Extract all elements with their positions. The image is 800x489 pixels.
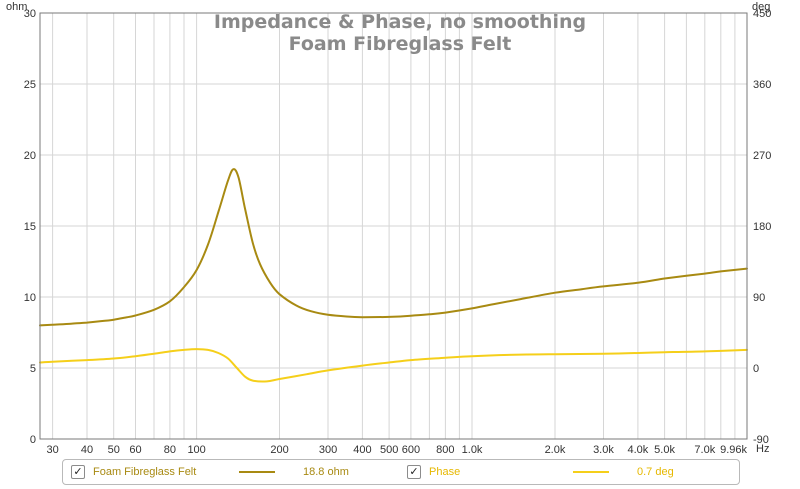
left-tick-label: 25 (24, 79, 36, 91)
left-tick-label: 30 (24, 8, 36, 20)
legend-phase-value: 0.7 deg (637, 466, 674, 478)
x-tick-label: 30 (46, 444, 58, 456)
x-tick-label: 400 (353, 444, 371, 456)
x-tick-label: 50 (108, 444, 120, 456)
x-tick-label: 9.96k (720, 444, 747, 456)
right-tick-label: 90 (753, 292, 765, 304)
legend-phase-name: Phase (429, 466, 461, 478)
series-curves (39, 168, 748, 383)
x-tick-label: 5.0k (654, 444, 675, 456)
impedance-phase-chart: Impedance & Phase, no smoothing Foam Fib… (6, 1, 772, 456)
x-tick-label: 3.0k (593, 444, 614, 456)
phase-curve (39, 348, 748, 383)
right-tick-label: 270 (753, 150, 771, 162)
x-axis-unit: Hz (756, 443, 769, 455)
x-tick-label: 600 (402, 444, 420, 456)
legend: ✓ Foam Fibreglass Felt 18.8 ohm ✓ Phase … (62, 459, 740, 485)
right-tick-label: -90 (753, 434, 769, 446)
right-tick-label: 180 (753, 221, 771, 233)
chart-title: Impedance & Phase, no smoothing (214, 11, 586, 33)
x-tick-label: 7.0k (694, 444, 715, 456)
right-tick-label: 450 (753, 8, 771, 20)
right-tick-label: 360 (753, 79, 771, 91)
x-tick-label: 300 (319, 444, 337, 456)
x-tick-label: 60 (129, 444, 141, 456)
impedance-curve (39, 168, 748, 327)
impedance-checkbox[interactable]: ✓ (71, 465, 85, 479)
right-tick-label: 0 (753, 363, 759, 375)
legend-impedance-swatch (239, 471, 275, 473)
x-tick-label: 40 (81, 444, 93, 456)
x-tick-label: 80 (164, 444, 176, 456)
x-tick-label: 1.0k (462, 444, 483, 456)
x-tick-label: 100 (187, 444, 205, 456)
x-tick-label: 4.0k (627, 444, 648, 456)
chart-subtitle: Foam Fibreglass Felt (289, 33, 512, 55)
left-tick-label: 20 (24, 150, 36, 162)
legend-phase-swatch (573, 471, 609, 473)
x-tick-label: 800 (436, 444, 454, 456)
left-tick-label: 15 (24, 221, 36, 233)
x-tick-label: 200 (270, 444, 288, 456)
x-tick-label: 2.0k (545, 444, 566, 456)
right-axis-unit: deg (752, 1, 770, 13)
x-tick-label: 500 (380, 444, 398, 456)
legend-item-phase: ✓ Phase (407, 460, 460, 484)
legend-impedance-value: 18.8 ohm (303, 466, 349, 478)
legend-impedance-name: Foam Fibreglass Felt (93, 466, 197, 478)
legend-item-impedance: ✓ Foam Fibreglass Felt (71, 460, 196, 484)
phase-checkbox[interactable]: ✓ (407, 465, 421, 479)
left-tick-label: 0 (30, 434, 36, 446)
left-tick-label: 10 (24, 292, 36, 304)
left-tick-label: 5 (30, 363, 36, 375)
left-axis-unit: ohm (6, 1, 27, 13)
axis-ticks: 0 5 10 15 20 25 30 -90 0 90 180 270 360 450 30 40 50 60 80… (24, 8, 772, 456)
